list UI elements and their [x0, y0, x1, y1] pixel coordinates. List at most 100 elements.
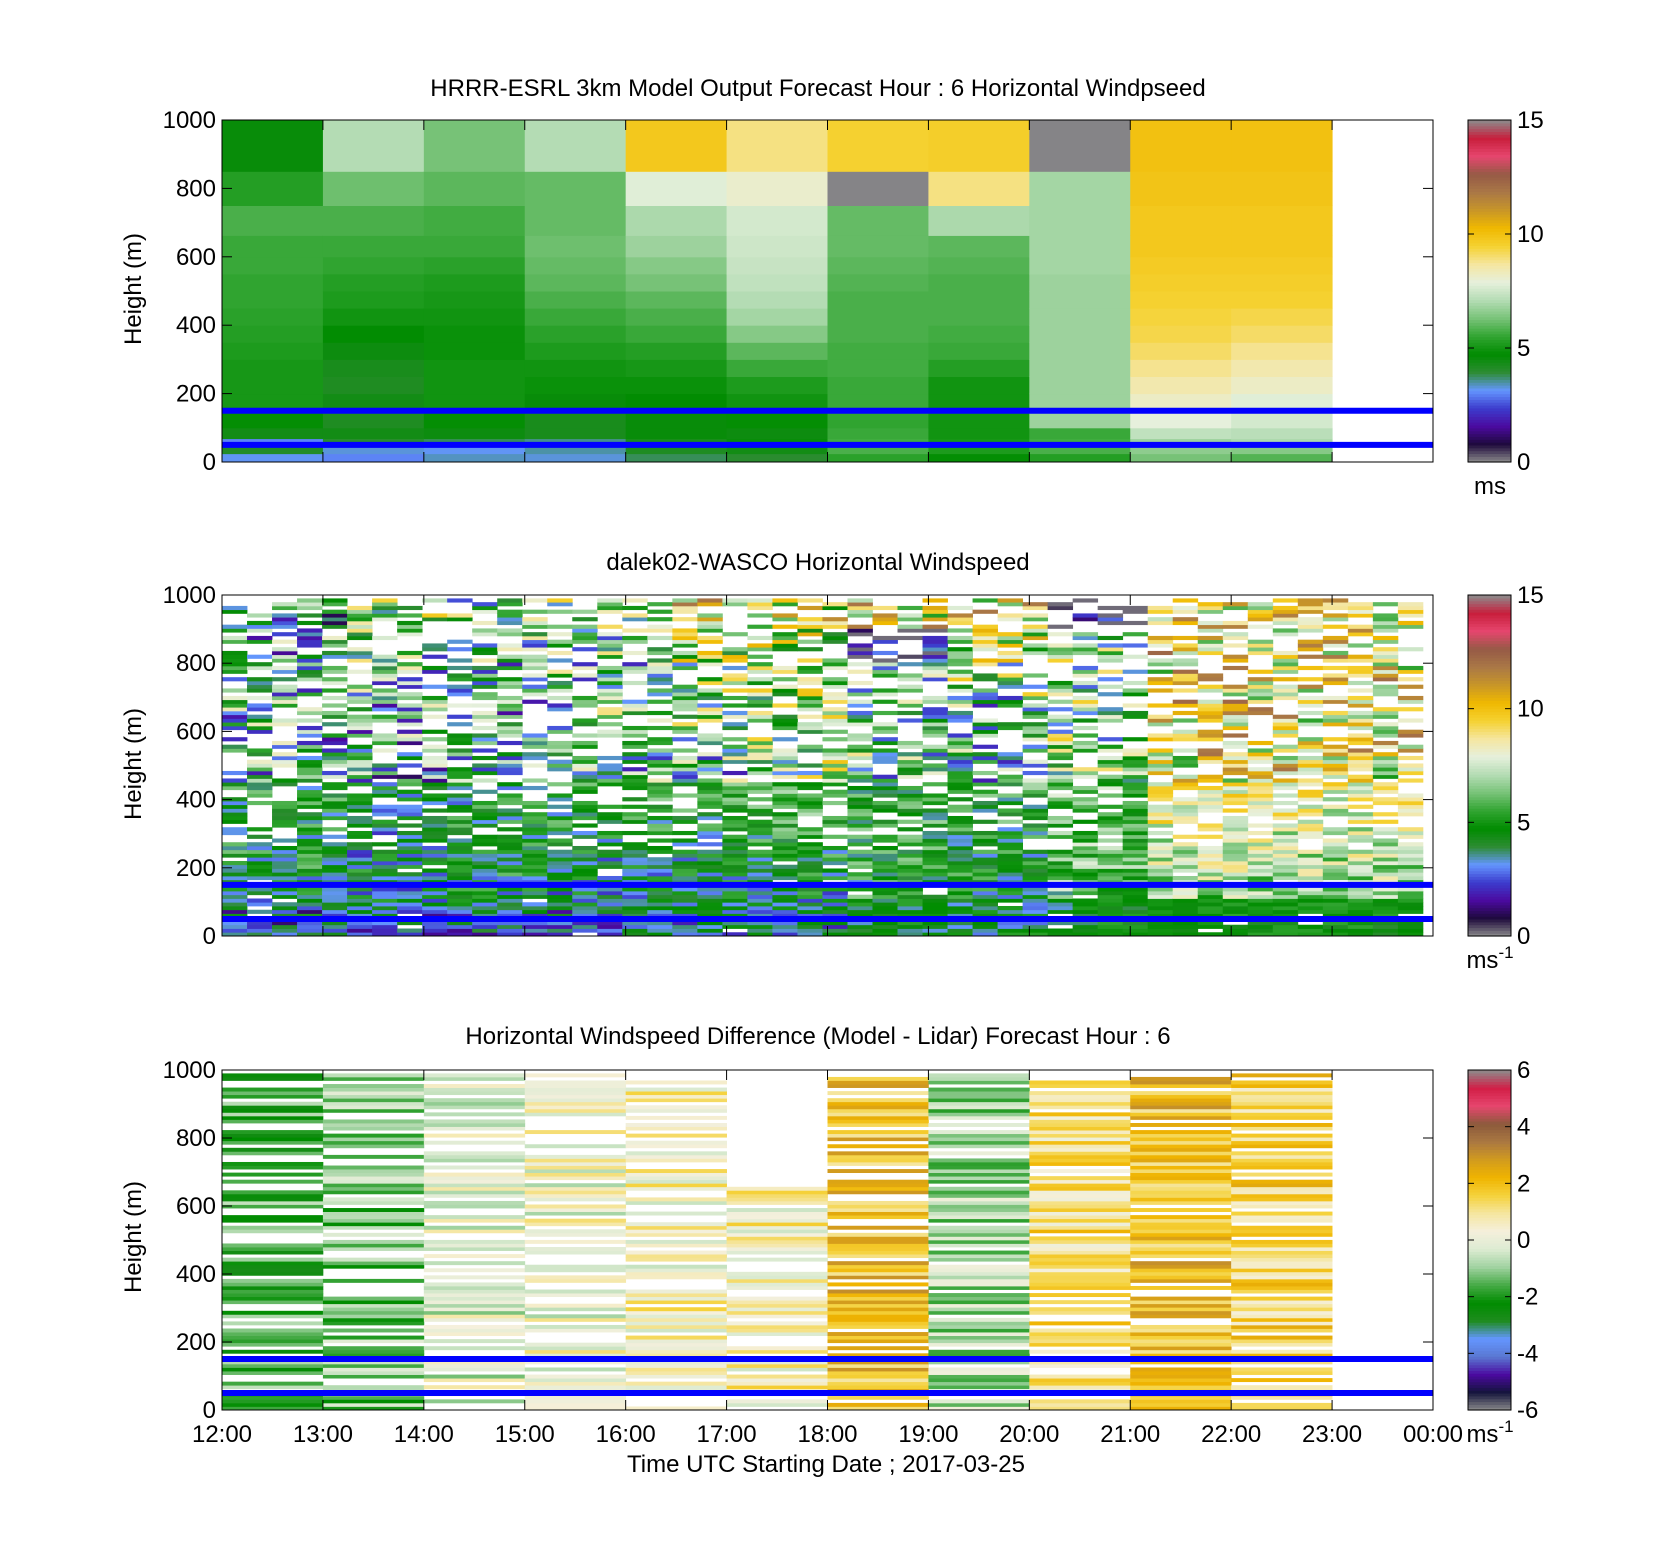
- panel-lidar-colorbar-frame: [1467, 594, 1512, 937]
- panel-lidar-cell: [972, 864, 998, 869]
- panel-lidar-cell: [672, 920, 698, 926]
- panel-lidar-cell: [1097, 785, 1124, 791]
- panel-difference-cell: [1231, 1321, 1333, 1326]
- panel-lidar-cell: [497, 857, 523, 862]
- panel-difference-cell: [222, 1200, 324, 1205]
- panel-lidar-cell: [1147, 722, 1174, 727]
- panel-lidar-cell: [847, 857, 873, 862]
- panel-difference-cell: [524, 1084, 627, 1088]
- panel-difference-cell: [827, 1151, 929, 1156]
- panel-difference-cell: [1130, 1371, 1232, 1375]
- panel-lidar-cell: [422, 815, 448, 821]
- panel-lidar-cell: [772, 890, 798, 896]
- panel-lidar-cell: [1272, 932, 1299, 937]
- panel-lidar-cell: [672, 819, 698, 824]
- panel-difference-cell: [625, 1385, 727, 1390]
- panel-lidar-cell: [897, 635, 923, 641]
- panel-lidar-cell: [1122, 763, 1149, 768]
- panel-lidar-colorbar-swatch: [1468, 705, 1511, 710]
- panel-lidar-cell: [547, 804, 573, 809]
- panel-lidar-cell: [247, 635, 273, 641]
- panel-difference-cell: [322, 1374, 425, 1379]
- panel-lidar-colorbar-swatch: [1468, 904, 1511, 909]
- panel-difference-cell: [524, 1346, 627, 1351]
- panel-lidar-cell: [547, 928, 573, 933]
- panel-lidar-cell: [1172, 860, 1199, 866]
- panel-lidar-cell: [447, 774, 473, 779]
- panel-lidar-cell: [922, 842, 948, 847]
- panel-lidar-cell: [722, 879, 748, 884]
- panel-lidar-cell: [1272, 598, 1299, 603]
- panel-lidar-cell: [1247, 617, 1274, 622]
- panel-difference-cell: [322, 1091, 425, 1096]
- panel-lidar-cell: [1197, 628, 1224, 633]
- panel-lidar-cell: [547, 767, 573, 772]
- panel-lidar-cell: [947, 853, 973, 858]
- panel-lidar-cell: [797, 703, 823, 708]
- panel-lidar-cell: [347, 890, 373, 896]
- panel-lidar-colorbar-swatch: [1468, 663, 1511, 667]
- panel-lidar-cell: [922, 647, 948, 652]
- panel-difference-colorbar-swatch: [1468, 1322, 1511, 1326]
- panel-lidar-cell: [1072, 875, 1099, 881]
- panel-difference-cell: [1130, 1349, 1232, 1354]
- panel-lidar-cell: [322, 797, 348, 802]
- panel-difference-cell: [1231, 1218, 1333, 1223]
- panel-lidar-cell: [472, 920, 498, 926]
- panel-lidar-cell: [522, 665, 548, 671]
- panel-lidar-cell: [847, 598, 873, 603]
- panel-model-colorbar-swatch: [1468, 196, 1511, 201]
- panel-lidar-cell: [422, 763, 448, 768]
- panel-lidar-cell: [797, 812, 823, 817]
- panel-difference-cell: [322, 1101, 425, 1106]
- panel-lidar-cell: [347, 763, 373, 768]
- panel-lidar-cell: [1247, 875, 1274, 881]
- panel-lidar-cell: [697, 797, 723, 802]
- panel-lidar-cell: [997, 774, 1024, 779]
- panel-lidar-cell: [647, 815, 673, 821]
- panel-lidar-colorbar-swatch: [1468, 845, 1511, 849]
- panel-lidar-cell: [672, 875, 698, 881]
- panel-lidar-cell: [722, 793, 748, 798]
- panel-lidar-cell: [747, 635, 773, 641]
- panel-lidar-cell: [297, 740, 323, 746]
- panel-lidar-cell: [272, 838, 298, 843]
- panel-lidar-cell: [1197, 752, 1224, 757]
- panel-difference-colorbar-swatch: [1468, 1115, 1511, 1119]
- panel-lidar-cell: [772, 924, 798, 929]
- panel-lidar-cell: [397, 932, 423, 937]
- panel-lidar-cell: [1322, 654, 1349, 659]
- panel-lidar-cell: [1247, 748, 1274, 753]
- panel-lidar-cell: [1097, 920, 1124, 926]
- panel-lidar-cell: [572, 834, 598, 839]
- panel-lidar-cell: [747, 898, 773, 903]
- panel-difference-cell: [1231, 1186, 1333, 1191]
- panel-difference-cell: [928, 1094, 1030, 1099]
- panel-difference-cell: [524, 1381, 627, 1386]
- panel-model-colorbar-swatch: [1468, 333, 1511, 338]
- panel-lidar-cell: [1347, 718, 1374, 723]
- panel-lidar-cell: [1197, 868, 1224, 873]
- panel-lidar-ytick-label: 800: [176, 650, 216, 677]
- panel-lidar-cell: [847, 827, 873, 832]
- panel-lidar-cell: [1372, 902, 1399, 907]
- panel-lidar-cell: [1322, 617, 1349, 622]
- panel-lidar-cell: [547, 924, 573, 929]
- panel-difference-cell: [1130, 1367, 1232, 1372]
- panel-lidar-cell: [472, 710, 498, 716]
- panel-difference-colorbar-swatch: [1468, 1075, 1511, 1080]
- panel-lidar-cell: [797, 665, 823, 671]
- panel-lidar-cell: [872, 857, 898, 862]
- panel-lidar-cell: [597, 838, 623, 843]
- panel-lidar-cell: [847, 778, 873, 783]
- panel-lidar-cell: [297, 654, 323, 659]
- panel-lidar-cell: [1397, 602, 1424, 607]
- panel-lidar-cell: [647, 647, 673, 652]
- panel-difference-cell: [1029, 1264, 1131, 1269]
- panel-lidar-cell: [547, 842, 573, 847]
- panel-lidar-cell: [1347, 920, 1374, 926]
- panel-model-cell: [1029, 171, 1131, 206]
- panel-lidar-cell: [697, 617, 723, 622]
- panel-lidar-cell: [1047, 800, 1074, 806]
- panel-difference-cell: [1130, 1395, 1232, 1400]
